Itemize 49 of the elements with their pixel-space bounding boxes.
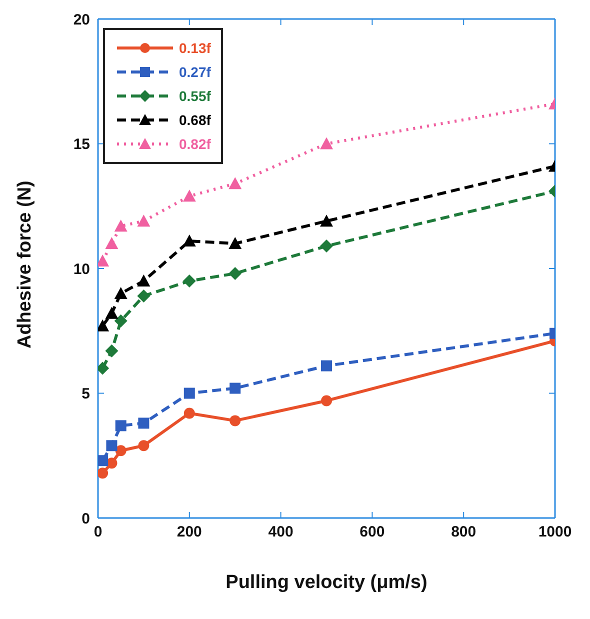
- x-tick-label: 1000: [538, 524, 572, 541]
- y-axis-title: Adhesive force (N): [14, 180, 36, 348]
- point: [137, 274, 150, 286]
- legend-label: 0.82f: [179, 136, 211, 152]
- point: [105, 306, 118, 319]
- x-tick-label: 400: [268, 524, 294, 541]
- point: [138, 440, 150, 452]
- y-tick-label: 10: [73, 260, 90, 278]
- point: [321, 395, 332, 406]
- point: [230, 382, 241, 394]
- y-tick-label: 0: [82, 510, 90, 528]
- legend-label: 0.13f: [179, 40, 211, 56]
- point: [106, 440, 118, 452]
- point: [115, 420, 126, 432]
- y-tick-label: 15: [73, 136, 90, 154]
- point: [114, 220, 128, 232]
- point: [184, 408, 195, 419]
- x-tick-label: 800: [451, 524, 476, 541]
- x-axis-title: Pulling velocity (μm/s): [226, 572, 428, 593]
- point: [105, 344, 118, 358]
- point: [105, 237, 118, 250]
- point: [114, 286, 128, 299]
- x-tick-label: 600: [360, 524, 385, 541]
- legend-label: 0.68f: [179, 112, 211, 128]
- point: [228, 177, 242, 190]
- point: [228, 237, 242, 250]
- point: [138, 418, 150, 429]
- legend-label: 0.27f: [179, 64, 211, 80]
- y-tick-label: 5: [82, 386, 90, 403]
- point: [228, 266, 242, 280]
- point: [98, 455, 108, 466]
- x-tick-label: 0: [94, 524, 102, 541]
- legend-label: 0.55f: [179, 88, 211, 104]
- point: [320, 214, 333, 227]
- point: [98, 468, 108, 479]
- point: [115, 445, 126, 456]
- point: [230, 415, 241, 426]
- point: [182, 234, 196, 247]
- point: [320, 137, 333, 150]
- y-tick-label: 20: [73, 11, 90, 28]
- point: [137, 214, 150, 227]
- x-tick-label: 200: [176, 524, 202, 541]
- point: [182, 274, 196, 288]
- point: [114, 314, 128, 328]
- point: [320, 240, 333, 253]
- point: [321, 360, 332, 372]
- point: [184, 388, 195, 399]
- point: [137, 289, 150, 302]
- point: [182, 190, 196, 202]
